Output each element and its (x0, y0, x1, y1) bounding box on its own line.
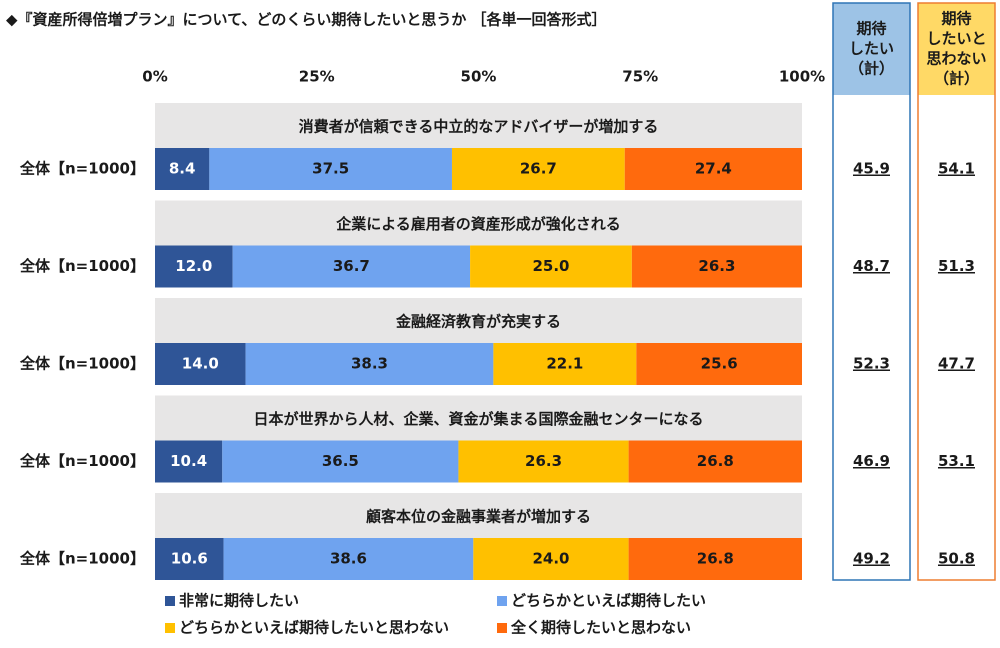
bar-segment (223, 538, 474, 580)
value-label: 38.3 (351, 355, 388, 373)
summary-value: 46.9 (853, 452, 890, 470)
bar-segment (155, 343, 246, 385)
bar-segment (473, 538, 629, 580)
summary-header: （計） (849, 60, 894, 78)
bar-segment (245, 343, 494, 385)
summary-header-bg (833, 3, 910, 95)
legend-swatch (165, 623, 175, 633)
summary-header: したい (849, 40, 894, 58)
category-label: 顧客本位の金融事業者が増加する (366, 508, 591, 526)
bar-segment (222, 440, 459, 483)
category-band (155, 395, 802, 441)
summary-header: 思わない (926, 50, 986, 68)
bar-segment (209, 148, 452, 190)
bar-segment (628, 538, 802, 580)
bar-segment (232, 245, 471, 288)
category-label: 消費者が信頼できる中立的なアドバイザーが増加する (299, 118, 659, 136)
summary-header: 期待 (856, 20, 886, 38)
bar-segment (458, 440, 629, 483)
bar-segment (628, 440, 802, 483)
legend-label: 非常に期待したい (179, 592, 299, 610)
row-label: 全体【n=1000】 (19, 355, 145, 373)
bar-segment (451, 148, 625, 190)
category-label: 金融経済教育が充実する (395, 313, 561, 331)
legend-swatch (497, 623, 507, 633)
value-label: 12.0 (175, 257, 212, 275)
value-label: 8.4 (169, 160, 196, 178)
summary-header: したいと (926, 30, 986, 48)
bar-segment (155, 440, 223, 483)
bar-segment (624, 148, 802, 190)
bar-segment (155, 148, 210, 190)
legend-label: 全く期待したいと思わない (510, 619, 691, 637)
value-label: 22.1 (546, 355, 583, 373)
value-label: 25.6 (701, 355, 738, 373)
category-band (155, 103, 802, 148)
x-tick-label: 75% (622, 68, 658, 86)
value-label: 26.7 (520, 160, 557, 178)
legend-label: どちらかといえば期待したい (511, 592, 706, 610)
value-label: 26.8 (697, 550, 734, 568)
category-label: 企業による雇用者の資産形成が強化される (335, 215, 621, 233)
bar-segment (636, 343, 802, 385)
legend-swatch (497, 596, 507, 606)
value-label: 25.0 (532, 257, 569, 275)
summary-value: 52.3 (853, 355, 890, 373)
row-label: 全体【n=1000】 (19, 452, 145, 470)
value-label: 10.4 (170, 452, 207, 470)
summary-header: （計） (934, 70, 979, 88)
summary-value: 45.9 (853, 160, 890, 178)
category-band (155, 493, 802, 538)
value-label: 10.6 (171, 550, 208, 568)
category-label: 日本が世界から人材、企業、資金が集まる国際金融センターになる (253, 410, 703, 428)
value-label: 14.0 (182, 355, 219, 373)
category-band (155, 298, 802, 343)
value-label: 26.8 (697, 452, 734, 470)
value-label: 37.5 (312, 160, 349, 178)
bar-segment (155, 538, 224, 580)
summary-header-bg (918, 3, 995, 95)
summary-value: 50.8 (938, 550, 975, 568)
summary-value: 47.7 (938, 355, 975, 373)
row-label: 全体【n=1000】 (19, 257, 145, 275)
summary-value: 53.1 (938, 452, 975, 470)
bar-segment (470, 245, 632, 288)
summary-value: 51.3 (938, 257, 975, 275)
value-label: 38.6 (330, 550, 367, 568)
summary-value: 49.2 (853, 550, 890, 568)
row-label: 全体【n=1000】 (19, 550, 145, 568)
bar-segment (155, 245, 233, 288)
summary-box (832, 2, 911, 581)
bar-segment (631, 245, 802, 288)
x-tick-label: 25% (299, 68, 335, 86)
summary-box (917, 2, 996, 581)
value-label: 36.5 (322, 452, 359, 470)
bar-segment (493, 343, 637, 385)
summary-header: 期待 (941, 10, 971, 28)
x-tick-label: 50% (461, 68, 497, 86)
legend-swatch (165, 596, 175, 606)
value-label: 24.0 (532, 550, 569, 568)
value-label: 27.4 (695, 160, 732, 178)
legend-label: どちらかといえば期待したいと思わない (179, 619, 449, 637)
chart-title: ◆『資産所得倍増プラン』について、どのくらい期待したいと思うか ［各単一回答形式… (6, 11, 607, 29)
summary-value: 48.7 (853, 257, 890, 275)
value-label: 26.3 (525, 452, 562, 470)
value-label: 26.3 (698, 257, 735, 275)
category-band (155, 200, 802, 246)
summary-value: 54.1 (938, 160, 975, 178)
value-label: 36.7 (333, 257, 370, 275)
x-tick-label: 0% (142, 68, 167, 86)
x-tick-label: 100% (779, 68, 825, 86)
row-label: 全体【n=1000】 (19, 160, 145, 178)
